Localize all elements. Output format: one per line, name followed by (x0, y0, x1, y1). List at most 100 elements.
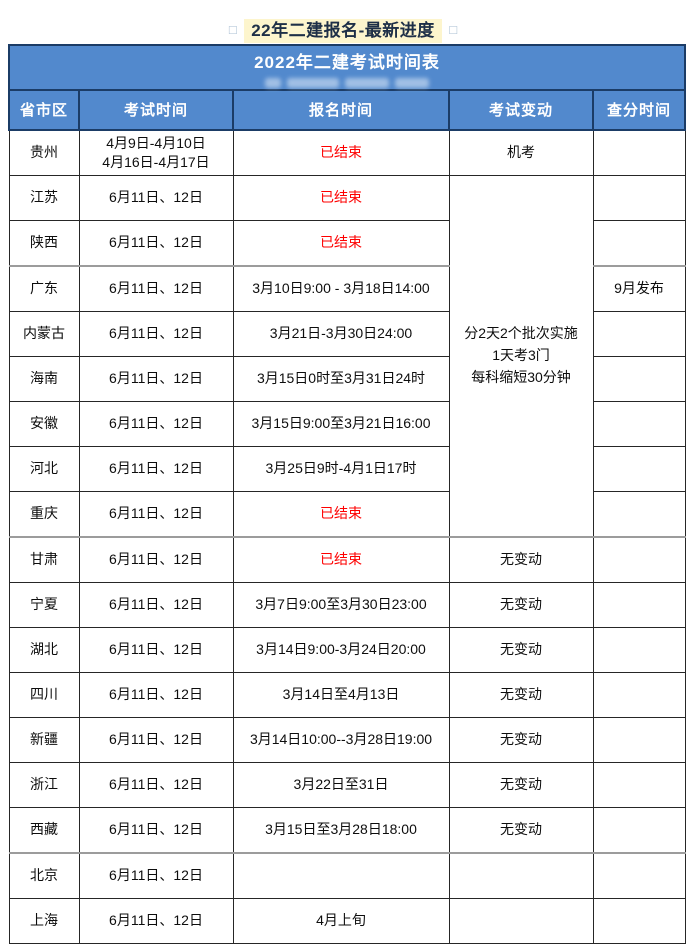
table-row: 安徽 6月11日、12日 3月15日9:00至3月21日16:00 (8, 400, 686, 447)
cell-score-time: 9月发布 (592, 264, 686, 312)
table-row: 湖北 6月11日、12日 3月14日9:00-3月24日20:00 无变动 (8, 626, 686, 673)
cell-exam-time: 6月11日、12日 (78, 626, 234, 673)
cell-score-time (592, 671, 686, 718)
cell-score-time (592, 310, 686, 357)
cell-score-time (592, 806, 686, 854)
cell-province: 宁夏 (8, 581, 80, 628)
cell-registration-time: 3月15日9:00至3月21日16:00 (232, 400, 450, 447)
cell-registration-time: 已结束 (232, 129, 450, 176)
cell-province: 甘肃 (8, 535, 80, 583)
table-title-band: 2022年二建考试时间表 (7, 44, 686, 91)
cell-registration-time: 3月15日至3月28日18:00 (232, 806, 450, 854)
cell-exam-change (448, 897, 594, 944)
cell-score-time (592, 716, 686, 763)
cell-score-time (592, 490, 686, 538)
table-row: 西藏 6月11日、12日 3月15日至3月28日18:00 无变动 (8, 806, 686, 854)
cell-exam-change (448, 851, 594, 899)
cell-score-time (592, 581, 686, 628)
cell-exam-time: 6月11日、12日 (78, 219, 234, 267)
cell-province: 重庆 (8, 490, 80, 538)
cell-score-time (592, 761, 686, 808)
cell-exam-time: 6月11日、12日 (78, 716, 234, 763)
column-header-exam-time: 考试时间 (78, 88, 234, 131)
cell-exam-time: 6月11日、12日 (78, 310, 234, 357)
cell-score-time (592, 219, 686, 267)
table-title: 2022年二建考试时间表 (254, 53, 440, 72)
column-header-row: 省市区 考试时间 报名时间 考试变动 查分时间 (8, 88, 686, 131)
table-row: 上海 6月11日、12日 4月上旬 (8, 897, 686, 944)
cell-registration-time: 已结束 (232, 174, 450, 221)
cell-exam-time: 6月11日、12日 (78, 581, 234, 628)
cell-score-time (592, 897, 686, 944)
table-row: 浙江 6月11日、12日 3月22日至31日 无变动 (8, 761, 686, 808)
table-row: 四川 6月11日、12日 3月14日至4月13日 无变动 (8, 671, 686, 718)
cell-exam-change: 无变动 (448, 716, 594, 763)
cell-exam-change: 无变动 (448, 581, 594, 628)
cell-registration-time: 3月14日9:00-3月24日20:00 (232, 626, 450, 673)
cell-province: 内蒙古 (8, 310, 80, 357)
cell-province: 湖北 (8, 626, 80, 673)
cell-exam-time: 6月11日、12日 (78, 897, 234, 944)
cell-exam-change: 无变动 (448, 671, 594, 718)
cell-province: 西藏 (8, 806, 80, 854)
cell-registration-time: 4月上旬 (232, 897, 450, 944)
table-row: 北京 6月11日、12日 (8, 851, 686, 899)
cell-score-time (592, 626, 686, 673)
cell-score-time (592, 445, 686, 492)
cell-registration-time: 已结束 (232, 490, 450, 538)
cell-province: 江苏 (8, 174, 80, 221)
cell-exam-time: 6月11日、12日 (78, 355, 234, 402)
placeholder-square-icon: □ (449, 22, 458, 37)
cell-province: 浙江 (8, 761, 80, 808)
cell-score-time (592, 400, 686, 447)
cell-registration-time (232, 851, 450, 899)
cell-exam-change: 无变动 (448, 761, 594, 808)
table-row: 海南 6月11日、12日 3月15日0时至3月31日24时 (8, 355, 686, 402)
column-header-score-time: 查分时间 (591, 88, 686, 131)
cell-registration-time: 3月14日10:00--3月28日19:00 (232, 716, 450, 763)
page-header: □ 22年二建报名-最新进度 □ (0, 0, 686, 43)
column-header-registration-time: 报名时间 (232, 88, 450, 131)
table-body: 贵州 4月9日-4月10日 4月16日-4月17日 已结束 机考 江苏 6月11日、12日已… (8, 129, 686, 944)
cell-exam-change: 无变动 (448, 535, 594, 583)
cell-exam-time: 6月11日、12日 (78, 264, 234, 312)
cell-registration-time: 已结束 (232, 219, 450, 267)
cell-exam-time: 6月11日、12日 (78, 806, 234, 854)
cell-exam-time: 6月11日、12日 (78, 445, 234, 492)
cell-registration-time: 3月10日9:00 - 3月18日14:00 (232, 264, 450, 312)
cell-province: 陕西 (8, 219, 80, 267)
cell-score-time (592, 129, 686, 176)
cell-province: 广东 (8, 264, 80, 312)
table-row: 江苏 6月11日、12日 已结束 分2天2个批次实施 1天考3门 每科缩短30分钟 (8, 174, 686, 538)
cell-exam-time: 6月11日、12日 (78, 851, 234, 899)
cell-registration-time: 3月15日0时至3月31日24时 (232, 355, 450, 402)
cell-score-time (592, 535, 686, 583)
table-row: 甘肃 6月11日、12日 已结束 无变动 (8, 535, 686, 583)
table-row: 陕西 6月11日、12日 已结束 (8, 219, 686, 267)
cell-exam-time: 6月11日、12日 (78, 761, 234, 808)
cell-province: 四川 (8, 671, 80, 718)
cell-province: 安徽 (8, 400, 80, 447)
exam-schedule-table: 2022年二建考试时间表 省市区 考试时间 报名时间 考试变动 查分时间 贵州 4… (7, 44, 686, 944)
cell-province: 上海 (8, 897, 80, 944)
table-title-band-row: 2022年二建考试时间表 (7, 44, 686, 91)
cell-province: 贵州 (8, 129, 80, 176)
cell-registration-time: 3月22日至31日 (232, 761, 450, 808)
table-row: 贵州 4月9日-4月10日 4月16日-4月17日 已结束 机考 (8, 129, 686, 176)
table-row: 宁夏 6月11日、12日 3月7日9:00至3月30日23:00 无变动 (8, 581, 686, 628)
column-header-province: 省市区 (8, 88, 80, 131)
cell-registration-time: 已结束 (232, 535, 450, 583)
table-row: 广东 6月11日、12日 3月10日9:00 - 3月18日14:00 9月发布 (8, 264, 686, 312)
cell-exam-change: 无变动 (448, 806, 594, 854)
cell-score-time (592, 355, 686, 402)
cell-province: 新疆 (8, 716, 80, 763)
column-header-exam-change: 考试变动 (448, 88, 594, 131)
cell-registration-time: 3月21日-3月30日24:00 (232, 310, 450, 357)
placeholder-square-icon: □ (228, 22, 237, 37)
cell-exam-time: 6月11日、12日 (78, 174, 234, 221)
watermark (257, 77, 437, 89)
cell-province: 北京 (8, 851, 80, 899)
cell-score-time (592, 174, 686, 221)
cell-exam-change-merged: 分2天2个批次实施 1天考3门 每科缩短30分钟 (448, 174, 594, 538)
cell-registration-time: 3月25日9时-4月1日17时 (232, 445, 450, 492)
